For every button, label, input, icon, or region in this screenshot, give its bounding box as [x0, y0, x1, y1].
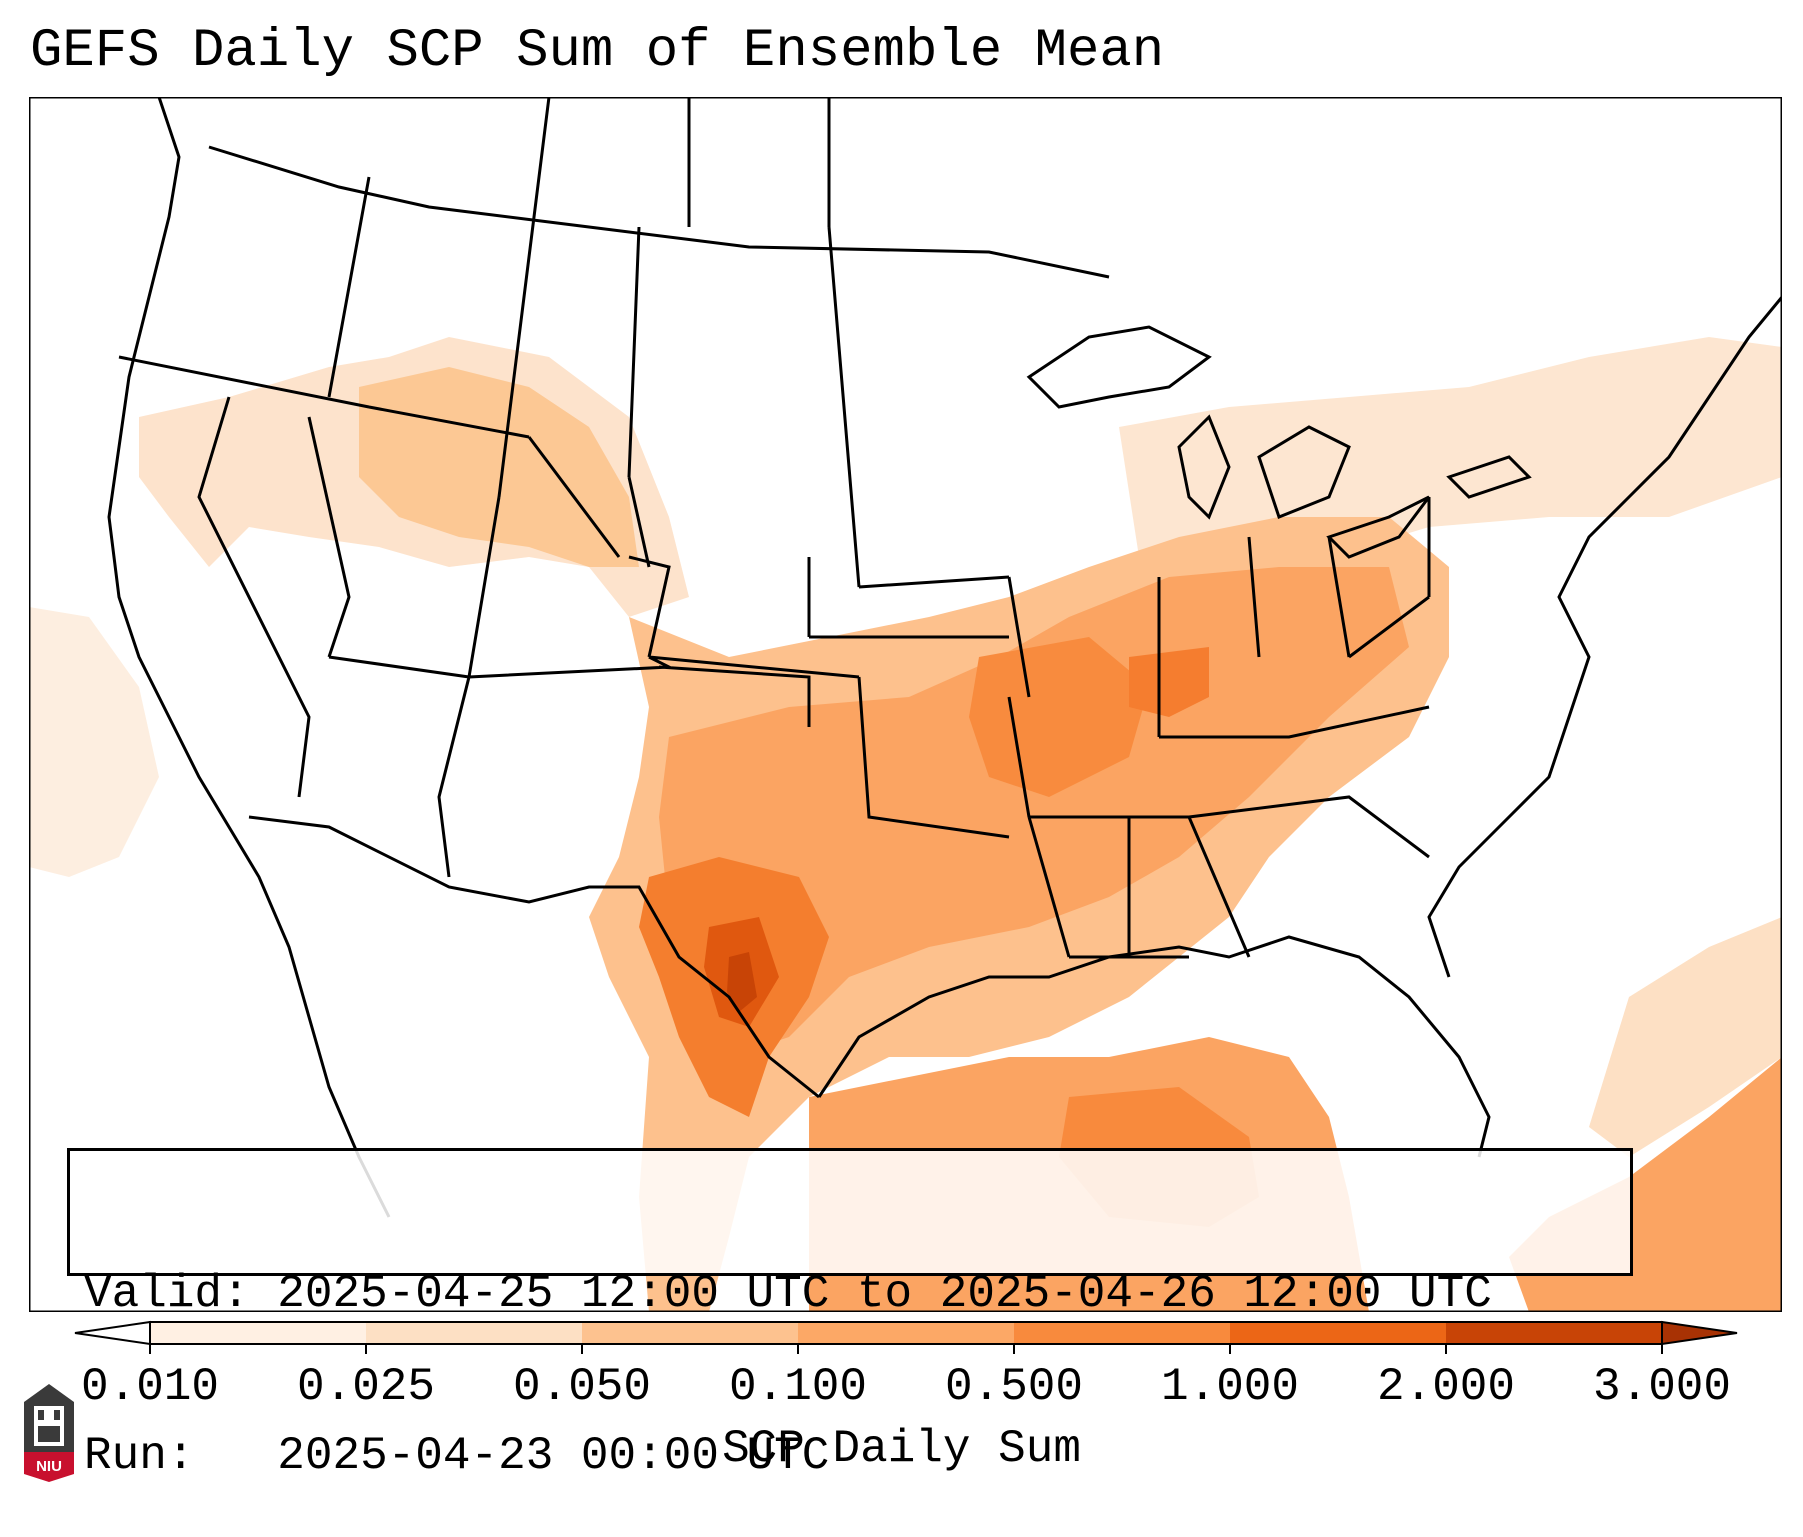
lake-ontario	[1446, 455, 1532, 499]
conus-map	[29, 97, 1782, 1312]
colorbar-tick-label: 0.050	[512, 1361, 652, 1413]
lake-michigan	[1177, 414, 1231, 520]
colorbar-tick-label: 0.500	[944, 1361, 1084, 1413]
colorbar-segment	[150, 1322, 367, 1344]
scp-region-plains	[659, 567, 1409, 1057]
colorbar-segments	[74, 1320, 1738, 1354]
valid-label: Valid:	[84, 1268, 250, 1320]
run-row: Run: 2025-04-23 00:00 UTC	[84, 1429, 1616, 1483]
lake-erie	[1326, 495, 1431, 559]
gulf-coast	[817, 935, 1491, 1158]
atlantic-coast	[1427, 296, 1782, 978]
info-box: Valid: 2025-04-25 12:00 UTC to 2025-04-2…	[67, 1148, 1633, 1482]
logo-text: NIU	[36, 1458, 62, 1475]
lake-huron	[1257, 425, 1351, 519]
run-value: 2025-04-23 00:00 UTC	[277, 1430, 830, 1482]
run-label: Run:	[84, 1430, 195, 1482]
colorbar-segment	[1446, 1322, 1663, 1344]
niu-logo	[24, 1384, 74, 1482]
colorbar	[74, 1320, 1738, 1354]
colorbar-segment	[1014, 1322, 1231, 1344]
canada-border	[208, 145, 1110, 279]
colorbar-tick-label: 1.000	[1160, 1361, 1300, 1413]
colorbar-label: SCP Daily Sum	[722, 1423, 1081, 1475]
state-borders	[118, 97, 1431, 959]
mexico-border	[248, 815, 820, 1099]
scp-region-texas-max	[727, 952, 757, 1012]
colorbar-tick-label: 3.000	[1592, 1361, 1732, 1413]
scp-region-missouri	[969, 637, 1149, 797]
colorbar-tick-label: 0.010	[80, 1361, 220, 1413]
scp-region-pacific	[29, 607, 159, 877]
colorbar-segment	[366, 1322, 583, 1344]
pacific-coast	[107, 97, 391, 1218]
colorbar-tick-label: 0.100	[728, 1361, 868, 1413]
map-borders	[107, 97, 1782, 1218]
colorbar-tick-label: 2.000	[1376, 1361, 1516, 1413]
colorbar-tick-label: 0.025	[296, 1361, 436, 1413]
colorbar-segment	[798, 1322, 1015, 1344]
scp-region-atlantic-light	[1589, 917, 1782, 1157]
scp-region-illinois	[1129, 647, 1209, 717]
colorbar-extend-high	[1661, 1320, 1738, 1346]
colorbar-extend-low	[74, 1320, 151, 1346]
valid-value: 2025-04-25 12:00 UTC to 2025-04-26 12:00…	[277, 1268, 1492, 1320]
valid-row: Valid: 2025-04-25 12:00 UTC to 2025-04-2…	[84, 1267, 1616, 1321]
colorbar-outline	[149, 1321, 1663, 1345]
lake-superior	[1026, 325, 1212, 409]
colorbar-segment	[582, 1322, 799, 1344]
colorbar-segment	[1230, 1322, 1447, 1344]
map-title: GEFS Daily SCP Sum of Ensemble Mean	[30, 21, 1165, 82]
